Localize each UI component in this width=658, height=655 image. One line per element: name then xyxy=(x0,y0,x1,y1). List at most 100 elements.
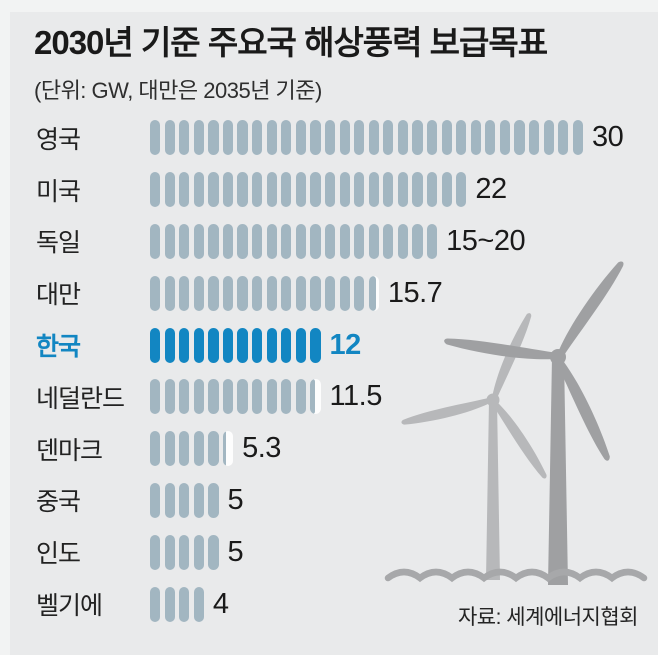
chart-row-인도: 인도 5 xyxy=(0,526,658,578)
pill-segment xyxy=(252,172,263,208)
pill-segment xyxy=(237,275,248,311)
frame-edge-left xyxy=(0,0,10,655)
pill-segment xyxy=(237,223,248,259)
pill-segment xyxy=(281,172,292,208)
chart-row-독일: 독일 15~20 xyxy=(0,216,658,268)
pill-segment xyxy=(179,534,190,570)
pill-segment xyxy=(179,431,190,467)
pill-segment xyxy=(179,172,190,208)
pill-segment xyxy=(281,223,292,259)
pictogram-bar xyxy=(150,431,234,467)
pill-segment xyxy=(150,482,161,518)
pill-segment xyxy=(193,327,204,363)
pill-segment xyxy=(368,223,379,259)
value-label: 4 xyxy=(212,587,229,620)
pill-segment xyxy=(222,223,234,259)
pill-segment xyxy=(412,223,423,259)
pill-segment xyxy=(470,120,481,156)
pill-segment xyxy=(193,379,204,415)
country-label: 인도 xyxy=(36,540,81,569)
pill-segment xyxy=(252,223,263,259)
value-label: 5 xyxy=(227,535,244,568)
pill-segment xyxy=(193,172,204,208)
pill-segment xyxy=(295,120,306,156)
pill-segment xyxy=(179,327,190,363)
pill-segment xyxy=(164,172,175,208)
country-label: 네덜란드 xyxy=(36,384,125,413)
pill-segment xyxy=(397,120,409,156)
country-label: 대만 xyxy=(36,281,81,310)
pill-segment xyxy=(456,120,467,156)
value-label: 12 xyxy=(329,328,362,361)
chart-row-네덜란드: 네덜란드 11.5 xyxy=(0,371,658,423)
pictogram-bar xyxy=(150,223,438,259)
pictogram-bar xyxy=(150,534,219,570)
pill-segment xyxy=(281,120,292,156)
pill-segment xyxy=(310,275,321,311)
pill-segment xyxy=(354,223,365,259)
chart-row-덴마크: 덴마크 5.3 xyxy=(0,423,658,475)
pill-segment xyxy=(383,172,394,208)
pill-segment xyxy=(179,379,190,415)
pictogram-bar xyxy=(150,327,321,363)
pill-segment xyxy=(179,223,190,259)
pill-segment xyxy=(252,275,263,311)
pill-segment xyxy=(208,482,219,518)
pill-segment xyxy=(222,327,234,363)
pill-segment xyxy=(150,431,161,467)
pill-segment xyxy=(339,172,350,208)
turbine-back xyxy=(400,310,551,580)
pill-segment xyxy=(426,120,438,156)
pill-segment xyxy=(558,120,569,156)
pill-segment xyxy=(179,275,190,311)
pill-segment xyxy=(237,172,248,208)
pill-segment xyxy=(397,172,409,208)
pill-segment xyxy=(222,275,234,311)
pill-segment xyxy=(339,223,350,259)
pill-segment xyxy=(164,482,175,518)
pill-segment xyxy=(339,120,350,156)
pictogram-bar xyxy=(150,379,321,415)
pill-segment xyxy=(164,534,175,570)
pill-segment xyxy=(150,275,161,311)
pill-segment xyxy=(179,586,190,622)
pill-segment xyxy=(237,379,248,415)
pill-segment xyxy=(295,275,306,311)
pill-segment xyxy=(266,120,277,156)
pill-segment-partial xyxy=(310,379,321,415)
chart-row-중국: 중국 5 xyxy=(0,475,658,527)
pill-segment xyxy=(179,482,190,518)
pill-segment xyxy=(426,172,438,208)
pill-segment xyxy=(150,586,161,622)
pill-segment xyxy=(310,120,321,156)
pill-segment xyxy=(266,223,277,259)
pill-segment xyxy=(222,172,234,208)
pill-segment xyxy=(441,172,452,208)
pill-segment xyxy=(193,482,204,518)
pill-segment xyxy=(310,327,321,363)
pill-segment xyxy=(193,223,204,259)
pill-segment xyxy=(412,120,423,156)
pill-segment xyxy=(441,120,452,156)
pill-segment xyxy=(164,379,175,415)
pill-segment xyxy=(412,172,423,208)
pill-segment xyxy=(164,327,175,363)
pill-segment xyxy=(150,534,161,570)
pill-segment xyxy=(208,275,219,311)
value-label: 11.5 xyxy=(329,380,383,413)
pill-segment xyxy=(324,172,336,208)
pill-segment xyxy=(208,327,219,363)
pill-segment xyxy=(572,120,583,156)
pill-segment xyxy=(208,431,219,467)
pill-segment xyxy=(266,327,277,363)
pill-segment xyxy=(193,275,204,311)
pill-segment xyxy=(499,120,511,156)
pill-segment xyxy=(281,327,292,363)
pill-partial-fill xyxy=(222,431,226,467)
pill-segment xyxy=(383,120,394,156)
source-credit: 자료: 세계에너지협회 xyxy=(457,606,639,629)
pill-segment xyxy=(295,172,306,208)
pill-segment xyxy=(266,275,277,311)
pill-segment xyxy=(368,172,379,208)
